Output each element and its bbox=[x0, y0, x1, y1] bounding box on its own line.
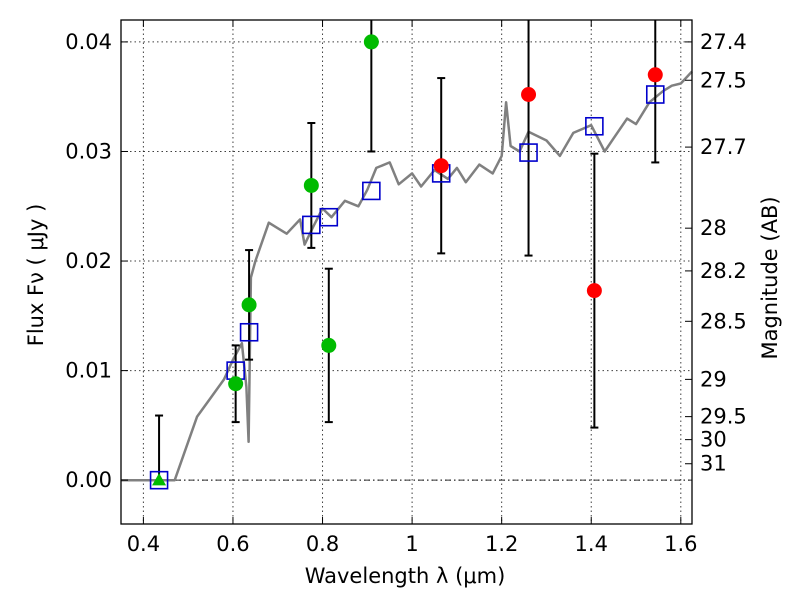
x-tick-labels: 0.4 0.6 0.8 1 1.2 1.4 1.6 bbox=[127, 532, 698, 556]
magnitude-tick-label: 27.5 bbox=[700, 68, 747, 92]
green-data-point bbox=[303, 177, 319, 193]
x-tick-label: 1.2 bbox=[485, 532, 518, 556]
observed-points bbox=[152, 34, 663, 486]
axis-ticks bbox=[121, 20, 692, 524]
model-photometry-square bbox=[319, 207, 339, 227]
magnitude-tick-label: 29.5 bbox=[700, 405, 747, 429]
grid-lines bbox=[121, 20, 692, 524]
green-data-point bbox=[363, 34, 379, 50]
green-data-point bbox=[228, 376, 244, 392]
y-tick-labels: 0.00 0.01 0.02 0.03 0.04 bbox=[65, 30, 112, 492]
model-photometry-square bbox=[149, 470, 169, 490]
x-tick-label: 1.4 bbox=[575, 532, 608, 556]
y-tick-label: 0.00 bbox=[65, 468, 112, 492]
green-data-point bbox=[241, 297, 257, 313]
x-tick-label: 1.6 bbox=[664, 532, 697, 556]
x-tick-label: 0.4 bbox=[127, 532, 160, 556]
magnitude-tick-label: 28.2 bbox=[700, 259, 747, 283]
x-tick-label: 1 bbox=[405, 532, 418, 556]
x-tick-label: 0.6 bbox=[216, 532, 249, 556]
y-tick-label: 0.03 bbox=[65, 139, 112, 163]
model-photometry-squares bbox=[149, 85, 665, 490]
red-data-point bbox=[433, 158, 449, 174]
model-photometry-square bbox=[585, 116, 604, 136]
y-tick-label: 0.02 bbox=[65, 249, 112, 273]
y-tick-label: 0.01 bbox=[65, 359, 112, 383]
magnitude-tick-label: 27.7 bbox=[700, 135, 747, 159]
magnitude-tick-label: 28 bbox=[700, 216, 727, 240]
green-data-point bbox=[321, 337, 337, 353]
magnitude-tick-label: 31 bbox=[700, 452, 727, 476]
magnitude-tick-label: 28.5 bbox=[700, 309, 747, 333]
red-data-point bbox=[586, 283, 602, 299]
model-photometry-square bbox=[645, 85, 665, 104]
magnitude-tick-label: 27.4 bbox=[700, 30, 747, 54]
y-axis-label: Flux Fν ( μJy ) bbox=[24, 204, 48, 347]
red-data-point bbox=[647, 67, 663, 83]
plot-frame bbox=[120, 19, 693, 525]
model-photometry-square bbox=[362, 181, 381, 201]
model-photometry-square bbox=[519, 143, 538, 162]
magnitude-tick-label: 29 bbox=[700, 367, 727, 391]
magnitude-axis-label: Magnitude (AB) bbox=[758, 196, 782, 359]
green-upper-limit-point bbox=[152, 473, 167, 486]
x-axis-label: Wavelength λ (μm) bbox=[305, 564, 506, 588]
model-photometry-square bbox=[239, 322, 259, 342]
x-tick-label: 0.8 bbox=[306, 532, 339, 556]
model-spectrum-line bbox=[121, 70, 693, 482]
error-bars bbox=[155, 20, 660, 481]
y-tick-label: 0.04 bbox=[65, 30, 112, 54]
magnitude-tick-label: 30 bbox=[700, 428, 727, 452]
model-spectrum bbox=[121, 70, 693, 482]
red-data-point bbox=[521, 87, 537, 103]
